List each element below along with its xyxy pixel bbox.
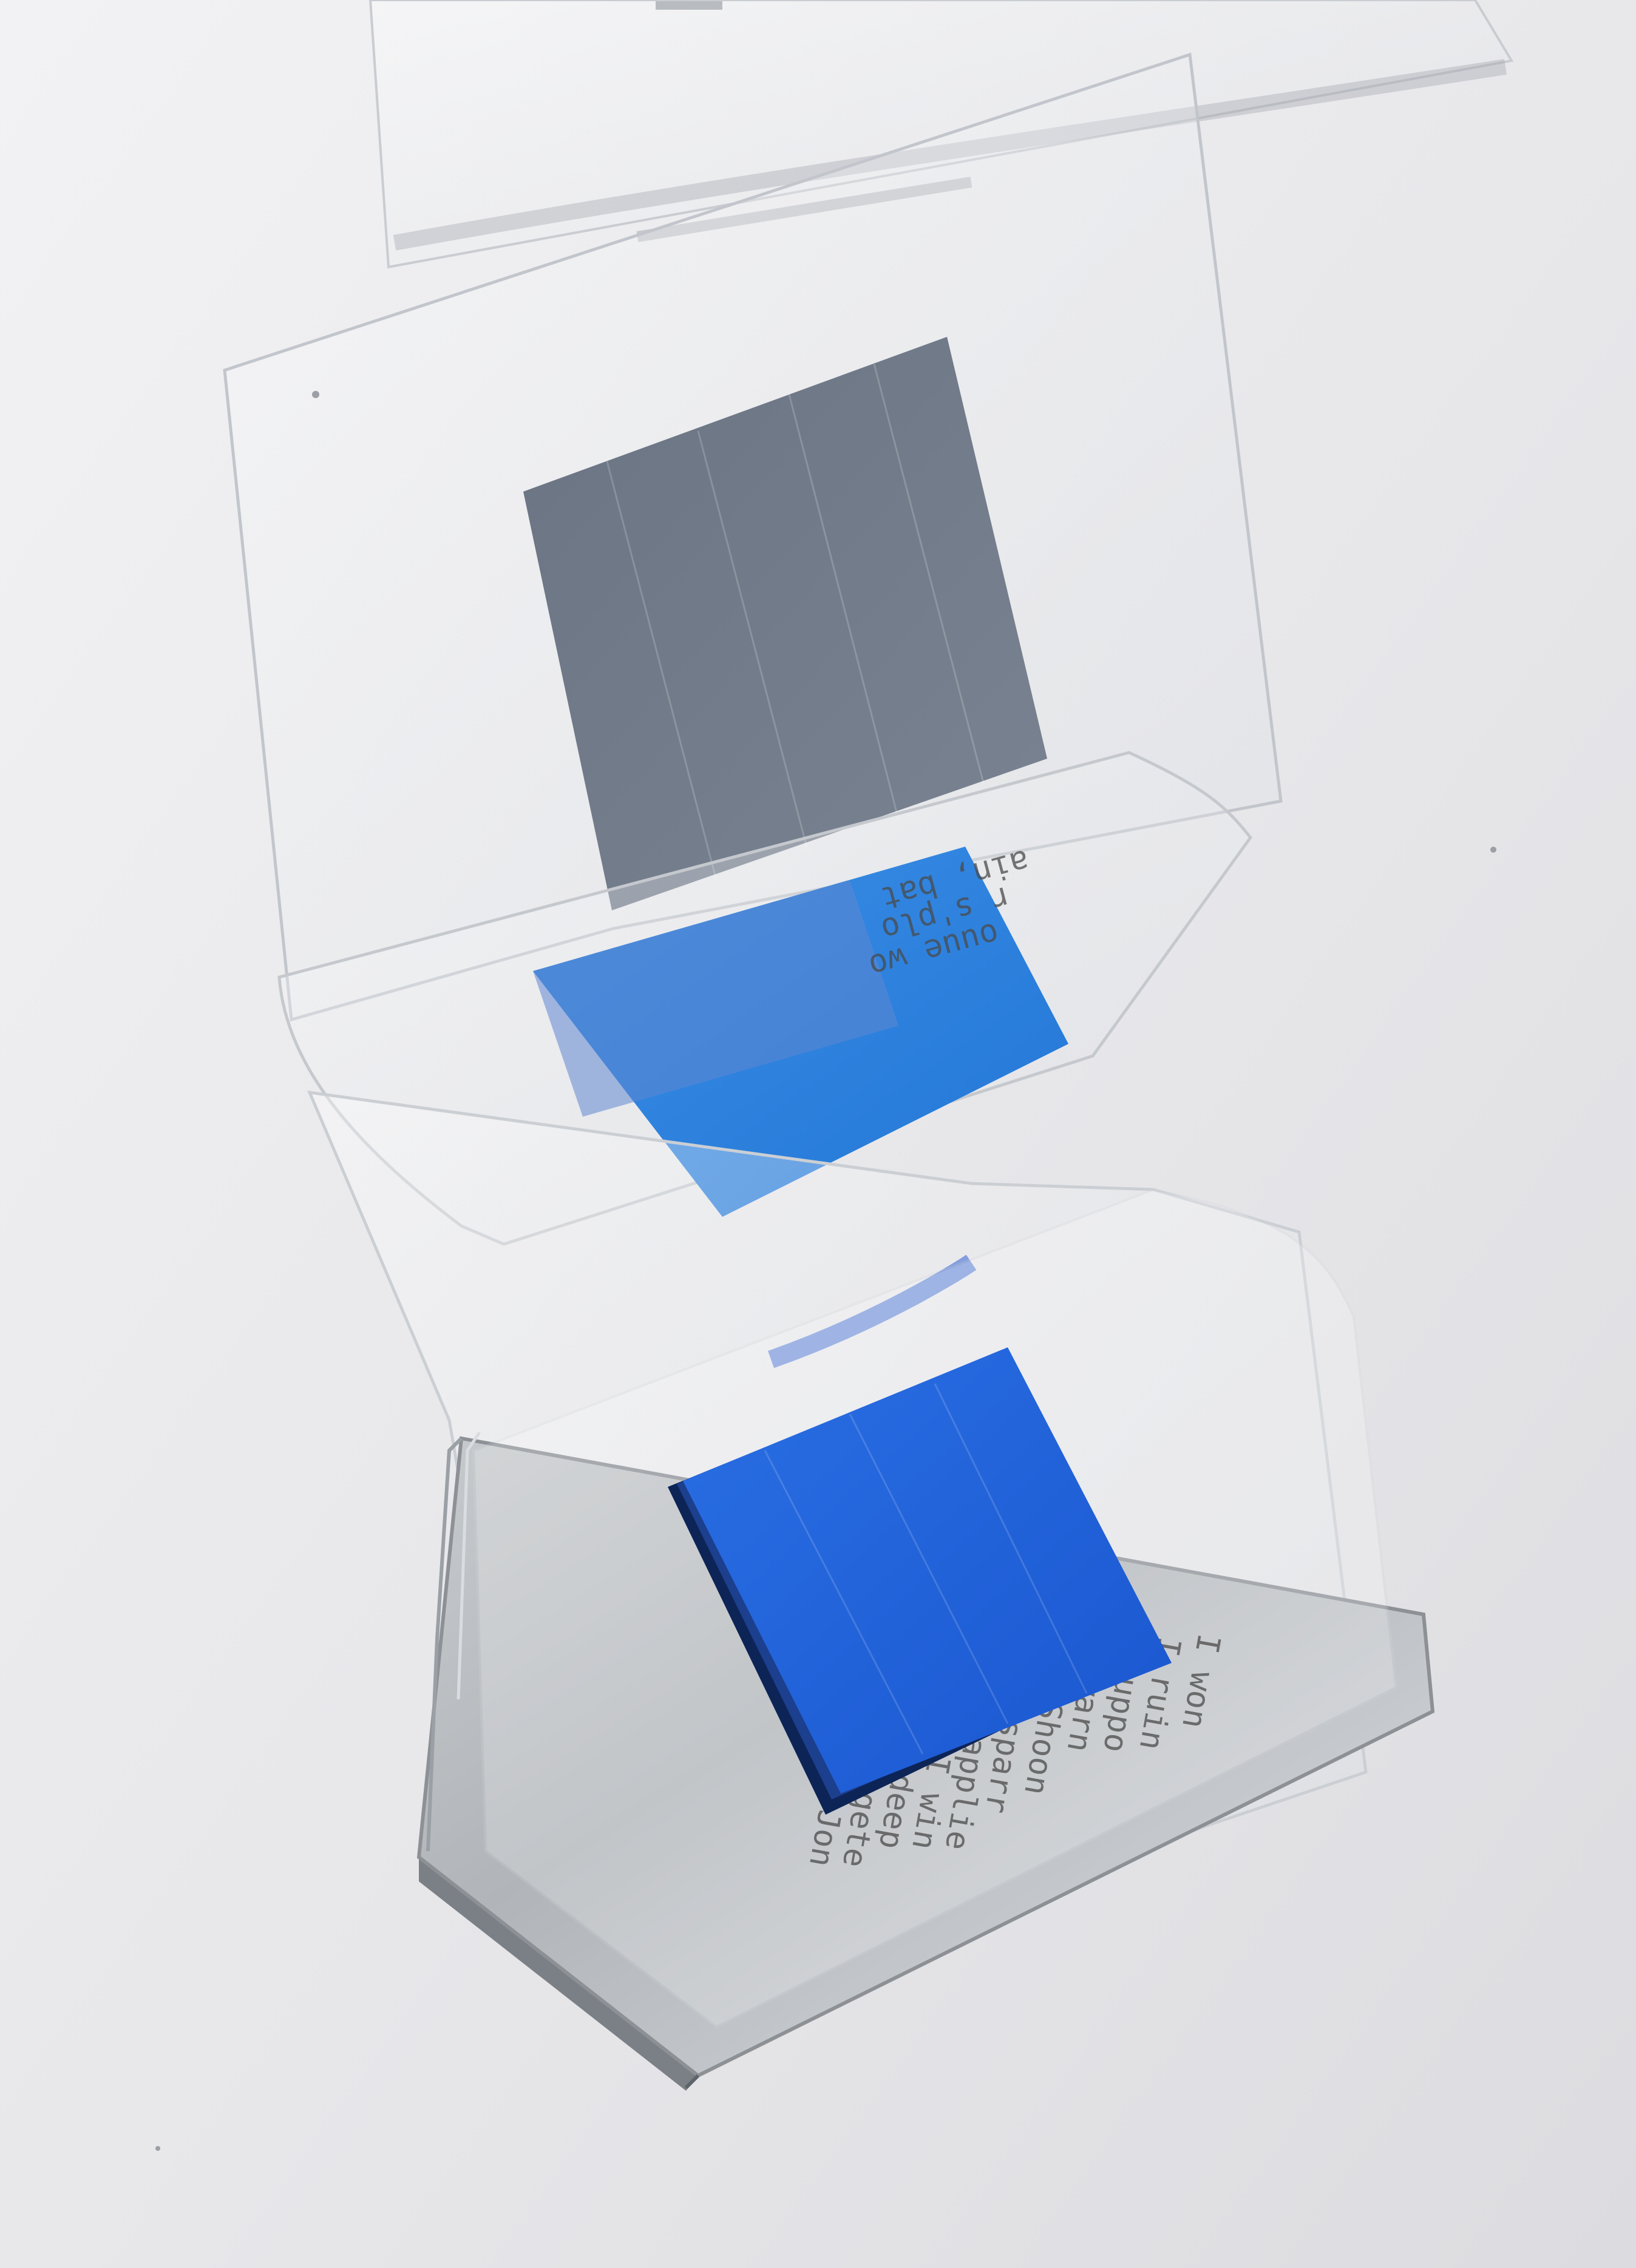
bright-blue-square	[683, 1347, 1172, 1793]
upper-acetate-sheet	[223, 52, 1283, 1022]
gray-square	[523, 337, 1047, 910]
blue-block-stack	[668, 1347, 1172, 1815]
wall-specks	[155, 391, 1496, 2151]
